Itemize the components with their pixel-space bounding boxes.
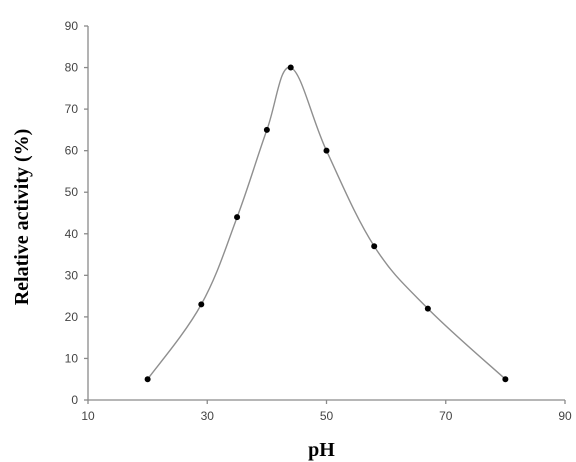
y-tick-label: 30 [65,268,79,282]
y-tick-label: 40 [65,227,79,241]
x-tick-label: 10 [81,409,95,423]
y-tick-label: 20 [65,310,79,324]
y-tick-label: 0 [71,393,78,407]
y-tick-label: 70 [65,102,79,116]
data-point [502,376,509,383]
data-point [371,243,378,250]
series-line [147,66,506,380]
y-tick-label: 50 [65,185,79,199]
data-point [287,64,294,71]
y-tick-label: 90 [65,19,79,33]
data-point [263,126,270,133]
x-tick-label: 30 [201,409,215,423]
data-point [234,214,241,221]
y-tick-label: 10 [65,351,79,365]
y-axis-title: Relative activity (%) [11,129,33,306]
y-tick-label: 60 [65,144,79,158]
x-ticks: 10 30 50 70 90 [81,400,572,423]
data-point [144,376,151,383]
y-tick-label: 80 [65,61,79,75]
x-tick-label: 50 [320,409,334,423]
x-axis-title: pH [308,439,335,461]
data-point [323,147,330,154]
data-point [198,301,205,308]
y-ticks: 0 10 20 30 40 50 60 70 80 90 [65,19,88,407]
data-point [424,305,431,312]
x-tick-label: 70 [439,409,453,423]
data-points [144,64,509,383]
x-tick-label: 90 [558,409,572,423]
